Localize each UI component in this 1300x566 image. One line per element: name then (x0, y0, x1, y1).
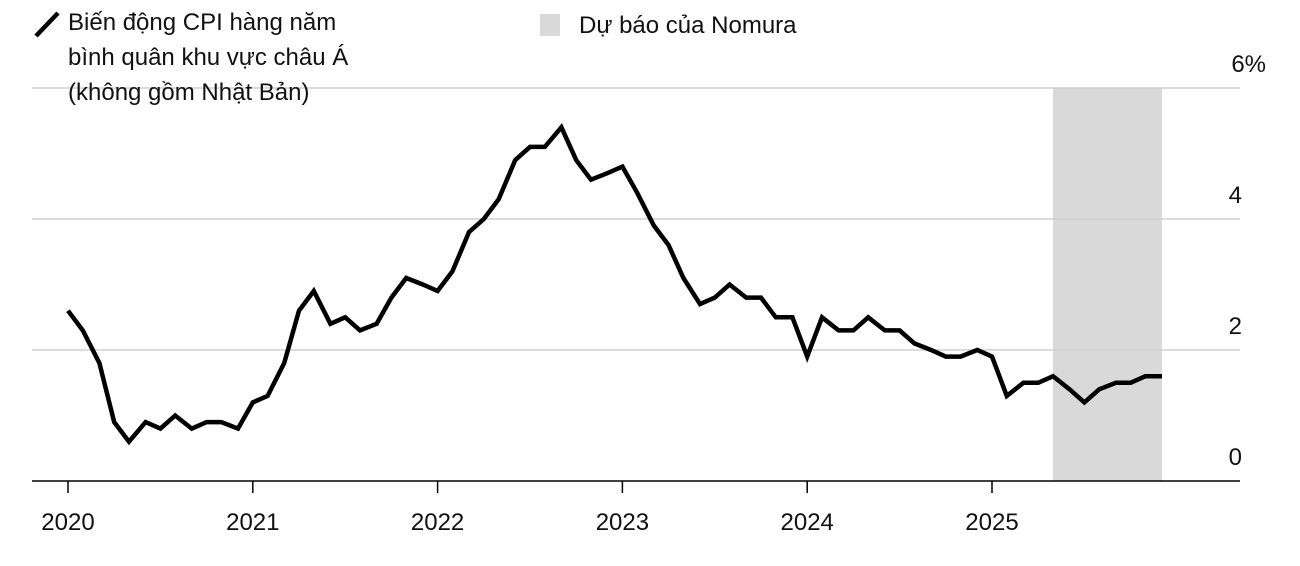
cpi-series-line (66, 123, 1162, 446)
x-tick-label-2022: 2022 (411, 509, 464, 536)
y-tick-label-6: 6% (1231, 51, 1266, 78)
legend-line-swatch-icon (34, 11, 60, 38)
legend-line-entry: Biến động CPI hàng năm bình quân khu vực… (34, 9, 348, 106)
x-axis-ticks: 2020 2021 2022 2023 2024 2025 (41, 481, 1019, 536)
legend-line-label-2: bình quân khu vực châu Á (68, 44, 348, 71)
y-tick-label-4: 4 (1229, 182, 1242, 209)
legend-line-label-3: (không gồm Nhật Bản) (68, 79, 309, 106)
y-tick-label-2: 2 (1229, 313, 1242, 340)
y-tick-label-0: 0 (1229, 444, 1242, 471)
legend-forecast-label: Dự báo của Nomura (579, 12, 797, 39)
legend-forecast-entry: Dự báo của Nomura (540, 12, 797, 39)
forecast-band (1052, 88, 1163, 481)
legend-line-label-1: Biến động CPI hàng năm (68, 9, 336, 36)
x-tick-label-2025: 2025 (965, 509, 1018, 536)
x-tick-label-2024: 2024 (781, 509, 834, 536)
x-tick-label-2020: 2020 (41, 509, 94, 536)
gridlines (32, 87, 1240, 351)
legend-forecast-swatch-icon (540, 14, 560, 36)
y-axis-ticks: 0 2 4 6% (1229, 51, 1266, 471)
x-tick-label-2023: 2023 (596, 509, 649, 536)
x-tick-label-2021: 2021 (226, 509, 279, 536)
